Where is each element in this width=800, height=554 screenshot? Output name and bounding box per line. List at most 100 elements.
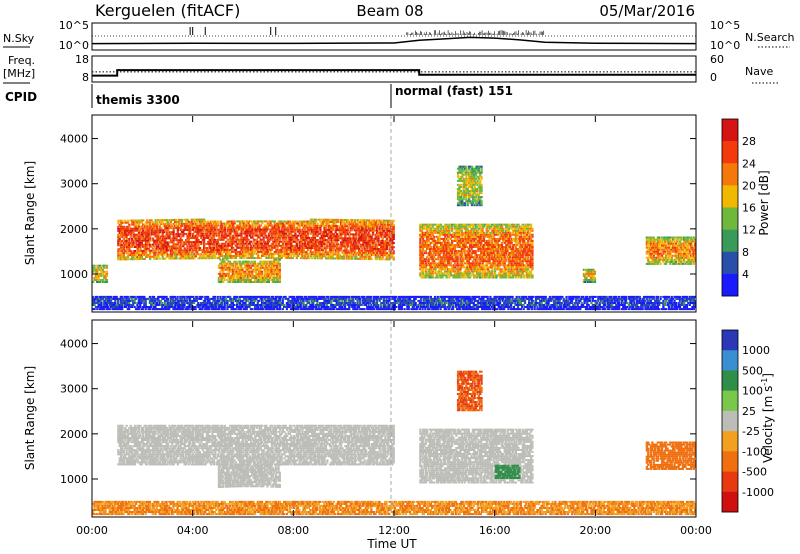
- heatmap-cell: [506, 250, 508, 252]
- heatmap-cell: [434, 262, 436, 264]
- heatmap-cell: [365, 228, 367, 230]
- heatmap-cell: [162, 256, 164, 258]
- heatmap-cell: [325, 249, 327, 251]
- heatmap-cell: [180, 237, 182, 239]
- heatmap-cell: [175, 245, 177, 247]
- heatmap-cell: [287, 235, 289, 237]
- freq-label-line1: Freq.: [8, 54, 35, 67]
- heatmap-cell: [332, 241, 334, 243]
- heatmap-cell: [249, 243, 251, 245]
- heatmap-cell: [266, 263, 268, 265]
- heatmap-cell: [343, 243, 345, 245]
- heatmap-cell: [344, 227, 346, 229]
- heatmap-cell: [96, 271, 98, 273]
- heatmap-cell: [382, 258, 384, 260]
- heatmap-cell: [384, 250, 386, 252]
- heatmap-cell: [292, 257, 294, 259]
- heatmap-cell: [498, 258, 500, 260]
- heatmap-cell: [149, 240, 151, 242]
- heatmap-cell: [382, 232, 384, 234]
- heatmap-cell: [196, 237, 198, 239]
- heatmap-cell: [244, 275, 246, 277]
- heatmap-cell: [307, 255, 309, 257]
- heatmap-cell: [238, 229, 240, 231]
- heatmap-cell: [472, 234, 474, 236]
- heatmap-cell: [264, 241, 266, 243]
- heatmap-cell: [256, 231, 258, 233]
- heatmap-cell: [226, 263, 228, 265]
- heatmap-cell: [384, 226, 386, 228]
- heatmap-cell: [393, 232, 395, 234]
- heatmap-cell: [166, 231, 168, 233]
- heatmap-cell: [459, 244, 461, 246]
- heatmap-cell: [423, 226, 425, 228]
- heatmap-cell: [482, 270, 484, 272]
- heatmap-cell: [498, 240, 500, 242]
- heatmap-cell: [377, 254, 379, 256]
- heatmap-cell: [189, 231, 191, 233]
- heatmap-cell: [261, 222, 263, 224]
- heatmap-cell: [426, 230, 428, 232]
- heatmap-cell: [250, 267, 252, 269]
- heatmap-cell: [477, 232, 479, 234]
- heatmap-cell: [361, 250, 363, 252]
- heatmap-cell: [444, 240, 446, 242]
- heatmap-cell: [152, 244, 154, 246]
- heatmap-cell: [321, 245, 323, 247]
- heatmap-cell: [303, 223, 305, 225]
- heatmap-cell: [170, 223, 172, 225]
- heatmap-cell: [233, 243, 235, 245]
- heatmap-cell: [451, 226, 453, 228]
- heatmap-cell: [236, 265, 238, 267]
- heatmap-cell: [506, 226, 508, 228]
- heatmap-cell: [488, 256, 490, 258]
- heatmap-cell: [422, 268, 424, 270]
- heatmap-cell: [279, 277, 281, 279]
- heatmap-cell: [215, 227, 217, 229]
- heatmap-cell: [366, 230, 368, 232]
- heatmap-cell: [102, 273, 104, 275]
- cpid-label: CPID: [5, 90, 37, 104]
- heatmap-cell: [491, 242, 493, 244]
- heatmap-cell: [504, 242, 506, 244]
- heatmap-cell: [106, 275, 108, 277]
- heatmap-cell: [282, 243, 284, 245]
- heatmap-cell: [236, 245, 238, 247]
- heatmap-cell: [296, 241, 298, 243]
- heatmap-cell: [326, 235, 328, 237]
- heatmap-cell: [123, 226, 125, 228]
- heatmap-cell: [131, 238, 133, 240]
- heatmap-cell: [315, 219, 317, 221]
- heatmap-cell: [377, 240, 379, 242]
- heatmap-cell: [488, 270, 490, 272]
- heatmap-cell: [422, 238, 424, 240]
- heatmap-cell: [357, 219, 359, 221]
- heatmap-cell: [358, 242, 360, 244]
- heatmap-cell: [497, 242, 499, 244]
- heatmap-cell: [192, 229, 194, 231]
- heatmap-cell: [464, 277, 466, 279]
- heatmap-cell: [264, 279, 266, 281]
- heatmap-cell: [296, 257, 298, 259]
- heatmap-cell: [348, 252, 350, 254]
- heatmap-cell: [451, 252, 453, 254]
- heatmap-cell: [260, 225, 262, 227]
- heatmap-cell: [470, 244, 472, 246]
- heatmap-cell: [257, 235, 259, 237]
- heatmap-cell: [275, 235, 277, 237]
- heatmap-cell: [470, 268, 472, 270]
- heatmap-cell: [246, 273, 248, 275]
- heatmap-cell: [195, 255, 197, 257]
- heatmap-cell: [100, 275, 102, 277]
- heatmap-cell: [218, 243, 220, 245]
- heatmap-cell: [229, 233, 231, 235]
- heatmap-cell: [173, 223, 175, 225]
- heatmap-cell: [167, 250, 169, 252]
- heatmap-cell: [486, 274, 488, 276]
- heatmap-cell: [240, 257, 242, 259]
- heatmap-cell: [444, 268, 446, 270]
- heatmap-cell: [177, 231, 179, 233]
- heatmap-cell: [232, 267, 234, 269]
- heatmap-cell: [200, 237, 202, 239]
- heatmap-cell: [454, 248, 456, 250]
